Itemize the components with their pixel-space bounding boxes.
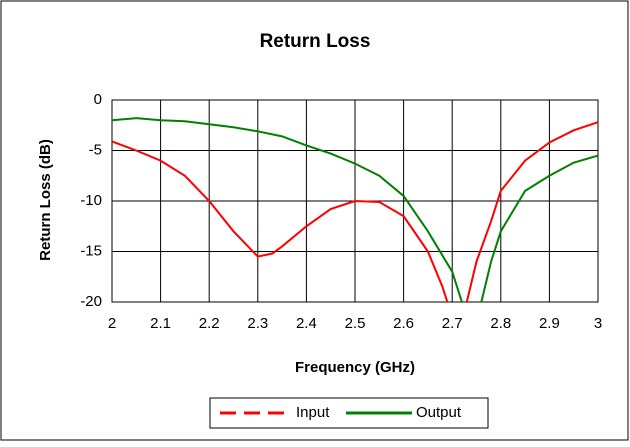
plot-border (111, 99, 599, 303)
y-tick-label: -5 (89, 141, 102, 158)
y-tick-label: -10 (80, 192, 102, 209)
x-tick-label: 2.2 (199, 315, 220, 332)
x-tick-label: 2.1 (150, 315, 171, 332)
y-tick-label: -15 (80, 242, 102, 259)
chart-title: Return Loss (260, 31, 371, 52)
x-tick-label: 2.6 (393, 315, 414, 332)
x-tick-label: 2.3 (247, 315, 268, 332)
x-tick-label: 3 (594, 315, 602, 332)
series-line (112, 121, 598, 302)
series-line (112, 117, 598, 302)
x-tick-label: 2.8 (490, 315, 511, 332)
legend-label: Output (416, 404, 462, 421)
y-tick-label: 0 (94, 91, 102, 108)
x-tick-label: 2.9 (539, 315, 560, 332)
x-axis-label: Frequency (GHz) (295, 359, 415, 376)
x-tick-label: 2 (108, 315, 116, 332)
x-tick-label: 2.5 (345, 315, 366, 332)
y-axis-label: Return Loss (dB) (37, 139, 54, 261)
y-tick-label: -20 (80, 293, 102, 310)
legend-label: Input (296, 404, 330, 421)
x-tick-label: 2.4 (296, 315, 317, 332)
x-tick-label: 2.7 (442, 315, 463, 332)
